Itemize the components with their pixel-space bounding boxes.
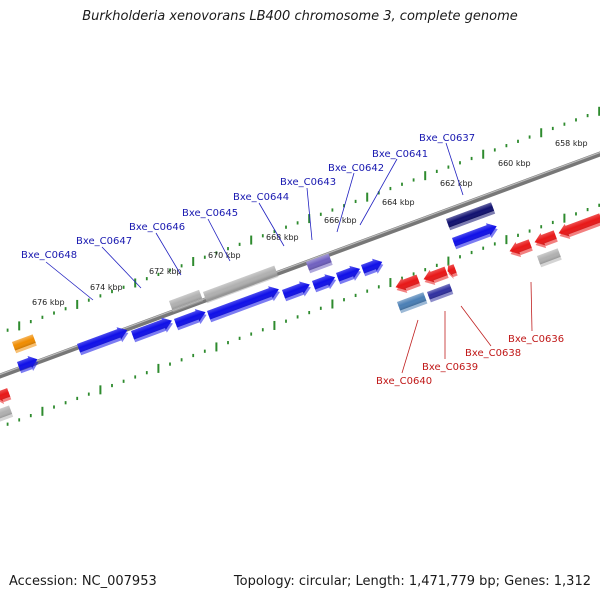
gene-shine xyxy=(423,266,448,283)
map-title: Burkholderia xenovorans LB400 chromosome… xyxy=(82,9,518,24)
gene-label-bxe-c0644: Bxe_C0644 xyxy=(233,192,289,203)
gene-shine xyxy=(169,289,203,310)
gene-features xyxy=(0,202,600,423)
gene-labels: Bxe_C0648 Bxe_C0647 Bxe_C0646 Bxe_C0645 … xyxy=(21,133,564,387)
scale-label: 658 kbp xyxy=(555,139,588,148)
gene-shine xyxy=(452,223,497,247)
scale-label: 676 kbp xyxy=(32,298,65,307)
leader-line xyxy=(155,232,182,276)
gene-arrow-bxe-c0647 xyxy=(131,317,173,343)
outer-tick-track xyxy=(6,106,600,332)
gene-label-bxe-c0646: Bxe_C0646 xyxy=(129,222,185,233)
gene-box-orange xyxy=(12,334,37,354)
gene-arrow-bxe-c0641 xyxy=(361,258,384,277)
leader-line xyxy=(207,218,231,262)
gene-shine xyxy=(395,274,420,291)
gene-arrow-bxe-c0642 xyxy=(336,265,362,285)
inner-tick-track xyxy=(6,203,600,426)
gene-arrow-bxe-c0644 xyxy=(282,281,311,302)
gene-arrow-bxe-c0636b xyxy=(534,230,558,249)
scale-label: 668 kbp xyxy=(266,233,299,242)
scale-label: 670 kbp xyxy=(208,251,241,260)
gene-box-bxe-c0643 xyxy=(306,253,333,274)
gene-box-steel xyxy=(397,292,428,314)
label-leader-lines xyxy=(45,142,533,374)
scale-label: 674 kbp xyxy=(90,283,123,292)
gene-shine xyxy=(0,388,11,402)
gene-shine xyxy=(537,248,561,265)
gene-label-bxe-c0648: Bxe_C0648 xyxy=(21,250,77,261)
leader-line xyxy=(258,202,285,247)
gene-label-bxe-c0645: Bxe_C0645 xyxy=(182,208,238,219)
gene-arrow-tiny xyxy=(447,264,458,280)
gene-shine xyxy=(397,292,427,311)
gene-box-grey-right xyxy=(537,248,562,268)
gene-shine xyxy=(131,317,172,340)
scale-label: 664 kbp xyxy=(382,198,415,207)
gene-shine xyxy=(336,265,361,282)
gene-label-bxe-c0639: Bxe_C0639 xyxy=(422,362,478,373)
leader-line xyxy=(401,319,419,374)
gene-arrow-left-edge xyxy=(0,388,12,405)
gene-label-bxe-c0638: Bxe_C0638 xyxy=(465,348,521,359)
gene-shine xyxy=(207,286,279,320)
gene-shine xyxy=(447,264,457,277)
gene-label-bxe-c0636: Bxe_C0636 xyxy=(508,334,564,345)
gene-box-grey xyxy=(169,289,204,313)
gene-box-left-edge xyxy=(0,405,14,423)
leader-line xyxy=(460,305,492,347)
leader-line xyxy=(306,187,313,241)
gene-label-bxe-c0647: Bxe_C0647 xyxy=(76,236,132,247)
leader-line xyxy=(530,281,533,332)
gene-arrow-small xyxy=(17,355,39,374)
scale-label: 662 kbp xyxy=(440,179,473,188)
gene-arrow-bxe-c0639 xyxy=(423,266,449,286)
gene-shine xyxy=(558,213,600,237)
leader-line xyxy=(359,158,398,226)
gene-label-bxe-c0643: Bxe_C0643 xyxy=(280,177,336,188)
gene-label-bxe-c0640: Bxe_C0640 xyxy=(376,376,432,387)
gene-shine xyxy=(534,230,557,246)
gene-shine xyxy=(306,253,332,271)
gene-shine xyxy=(427,283,453,300)
gene-label-bxe-c0637: Bxe_C0637 xyxy=(419,133,475,144)
gene-shine xyxy=(446,202,495,228)
gene-label-bxe-c0642: Bxe_C0642 xyxy=(328,163,384,174)
gene-shine xyxy=(203,265,278,301)
gene-shine xyxy=(77,327,128,353)
gene-box-bxe-c0638 xyxy=(427,283,454,303)
leader-line xyxy=(445,142,464,196)
leader-line xyxy=(336,172,355,233)
gene-shine xyxy=(17,355,38,371)
gene-arrow-bxe-c0636c xyxy=(558,213,600,240)
genome-summary: Topology: circular; Length: 1,471,779 bp… xyxy=(233,574,591,589)
gene-arrow-bxe-c0637 xyxy=(452,223,498,250)
scale-label: 660 kbp xyxy=(498,159,531,168)
accession-text: Accession: NC_007953 xyxy=(9,574,157,589)
gene-shine xyxy=(361,258,383,274)
gene-shine xyxy=(174,309,206,328)
gene-arrow-bxe-c0648 xyxy=(77,327,129,356)
gene-shine xyxy=(312,274,336,290)
leader-line xyxy=(101,246,142,289)
scale-label: 672 kbp xyxy=(149,267,182,276)
gene-shine xyxy=(0,405,13,420)
gene-arrow-bxe-c0646 xyxy=(174,309,207,331)
gene-label-bxe-c0641: Bxe_C0641 xyxy=(372,149,428,160)
gene-arrow-bxe-c0645 xyxy=(207,286,280,323)
gene-box-grey-long xyxy=(203,265,279,304)
gene-box-dark xyxy=(446,202,496,231)
gene-arrow-bxe-c0636a xyxy=(509,239,533,258)
leader-line xyxy=(45,261,94,301)
gene-shine xyxy=(12,334,36,351)
gene-shine xyxy=(282,281,310,299)
gene-arrow-bxe-c0643 xyxy=(312,274,337,293)
gene-arrow-bxe-c0640 xyxy=(395,274,421,294)
gene-shine xyxy=(509,239,532,255)
